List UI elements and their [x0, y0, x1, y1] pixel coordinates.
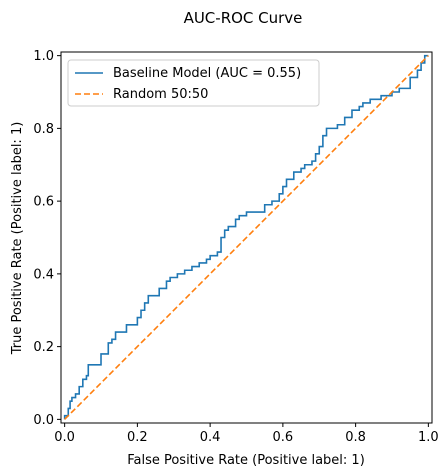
y-tick-label: 0.4	[33, 267, 54, 282]
legend: Baseline Model (AUC = 0.55) Random 50:50	[67, 59, 320, 107]
plot-area: 0.0 0.2 0.4 0.6 0.8 1.0 0.0 0.2 0.4 0.6 0.8 1.0	[33, 49, 438, 445]
y-axis-label: True Positive Rate (Positive label: 1)	[10, 122, 25, 356]
x-tick-label: 0.4	[200, 430, 221, 445]
series-layer	[63, 54, 429, 420]
x-axis-label: False Positive Rate (Positive label: 1)	[127, 453, 365, 468]
legend-label-random: Random 50:50	[113, 87, 208, 102]
x-tick-label: 0.2	[127, 430, 148, 445]
legend-box	[67, 59, 320, 107]
y-tick-label: 1.0	[33, 49, 54, 64]
legend-label-baseline: Baseline Model (AUC = 0.55)	[113, 66, 301, 81]
x-tick-label: 1.0	[418, 430, 439, 445]
y-tick-label: 0.2	[33, 340, 54, 355]
x-axis-ticks: 0.0 0.2 0.4 0.6 0.8 1.0	[54, 423, 439, 445]
y-axis-ticks: 0.0 0.2 0.4 0.6 0.8 1.0	[33, 49, 61, 428]
plot-frame	[60, 51, 433, 424]
series-line-random	[64, 55, 429, 420]
x-tick-label: 0.6	[273, 430, 294, 445]
y-tick-label: 0.8	[33, 122, 54, 137]
y-tick-label: 0.0	[33, 413, 54, 428]
y-tick-label: 0.6	[33, 195, 54, 210]
series-line-baseline	[63, 54, 429, 420]
chart-title: AUC-ROC Curve	[184, 9, 303, 27]
x-tick-label: 0.8	[345, 430, 366, 445]
x-tick-label: 0.0	[54, 430, 75, 445]
